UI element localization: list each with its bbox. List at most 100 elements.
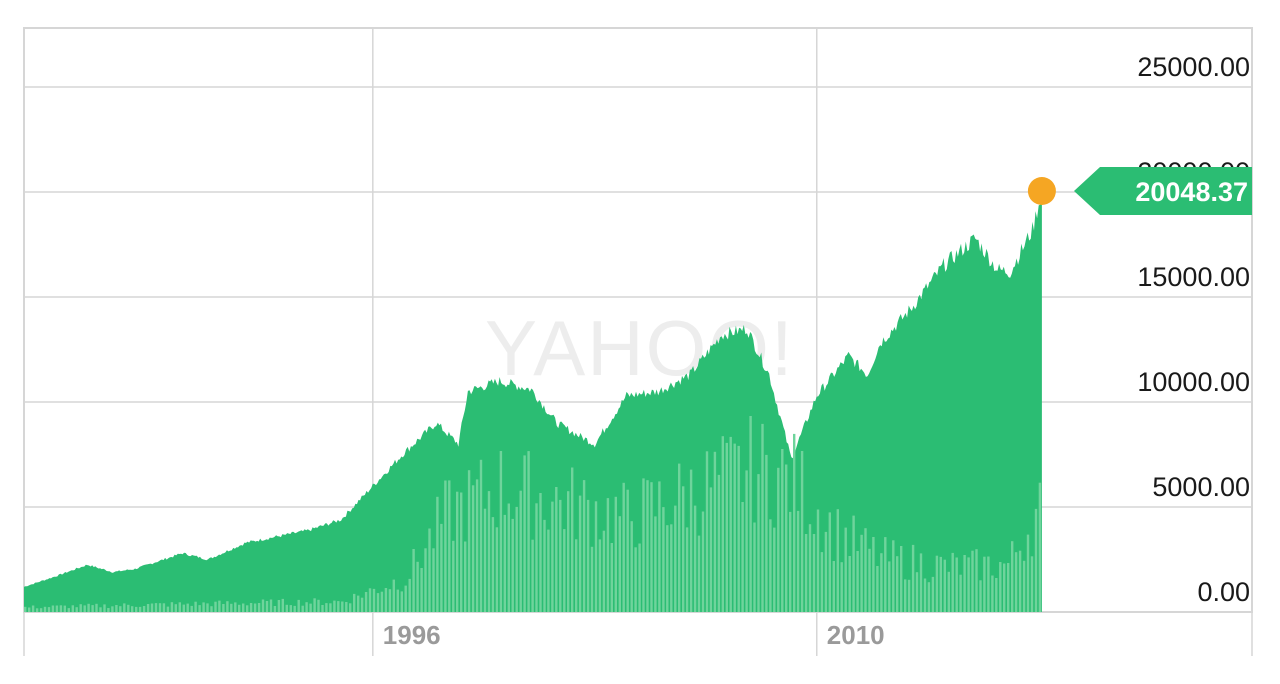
- volume-bar-122: [507, 503, 510, 612]
- volume-bar-9: [59, 605, 63, 612]
- volume-bar-57: [249, 603, 253, 612]
- volume-bar-255: [1034, 508, 1038, 612]
- volume-bar-22: [111, 606, 114, 612]
- volume-bar-256: [1038, 482, 1042, 612]
- volume-bar-179: [733, 443, 736, 612]
- volume-bar-65: [281, 598, 284, 612]
- volume-bar-223: [907, 579, 911, 612]
- volume-bar-104: [436, 496, 439, 612]
- volume-bar-44: [198, 605, 201, 612]
- volume-bar-121: [503, 514, 506, 612]
- volume-bar-93: [392, 579, 395, 612]
- volume-bar-59: [257, 603, 261, 612]
- volume-bar-160: [658, 481, 661, 612]
- volume-bar-132: [547, 529, 550, 612]
- volume-bar-6: [47, 607, 51, 612]
- volume-bar-242: [983, 556, 986, 612]
- y-tick-label-5: 25000.00: [1137, 52, 1250, 82]
- volume-bar-137: [567, 491, 570, 612]
- volume-bar-243: [987, 556, 990, 612]
- volume-bar-176: [721, 436, 724, 612]
- volume-bar-15: [83, 605, 86, 612]
- y-tick-label-1: 5000.00: [1152, 472, 1250, 502]
- y-tick-label-3: 15000.00: [1137, 262, 1250, 292]
- volume-bar-28: [135, 606, 138, 612]
- volume-bar-112: [467, 470, 471, 612]
- volume-bar-155: [638, 543, 641, 612]
- volume-bar-215: [876, 566, 879, 612]
- volume-bar-171: [701, 511, 705, 612]
- volume-bar-53: [234, 602, 237, 612]
- volume-bar-106: [444, 480, 447, 612]
- volume-bar-126: [523, 455, 526, 612]
- volume-bar-130: [539, 493, 542, 612]
- volume-bar-16: [87, 603, 90, 612]
- volume-bar-157: [646, 480, 649, 612]
- volume-bar-213: [868, 548, 871, 612]
- volume-bar-8: [55, 605, 59, 612]
- volume-bar-58: [253, 603, 257, 612]
- volume-bar-231: [939, 556, 942, 612]
- current-value-label: 20048.37: [1135, 177, 1248, 207]
- x-tick-label-0: 1996: [383, 620, 441, 650]
- volume-bar-125: [519, 490, 522, 612]
- volume-bar-1: [28, 607, 31, 612]
- volume-bar-170: [697, 535, 701, 612]
- volume-bar-0: [24, 606, 27, 612]
- volume-bar-202: [824, 531, 828, 612]
- volume-bar-182: [745, 470, 748, 612]
- volume-bar-180: [737, 445, 740, 612]
- volume-bar-55: [242, 603, 245, 612]
- volume-bar-193: [789, 511, 792, 612]
- volume-bar-33: [154, 603, 158, 612]
- volume-bar-87: [368, 588, 372, 612]
- volume-bar-198: [808, 524, 812, 612]
- volume-bar-251: [1018, 550, 1022, 612]
- volume-bar-18: [95, 603, 98, 612]
- volume-bar-108: [452, 540, 455, 612]
- volume-bar-138: [571, 467, 574, 612]
- volume-bar-4: [39, 608, 43, 612]
- volume-bar-74: [317, 599, 320, 612]
- volume-bar-161: [662, 507, 665, 612]
- volume-bar-41: [186, 603, 189, 612]
- volume-bar-60: [261, 599, 265, 612]
- volume-bar-139: [575, 539, 578, 612]
- volume-bar-178: [729, 436, 732, 612]
- volume-bar-31: [146, 604, 150, 612]
- volume-bar-82: [349, 603, 352, 612]
- volume-bar-64: [277, 600, 281, 612]
- volume-bar-196: [800, 451, 804, 612]
- volume-bar-140: [578, 495, 582, 612]
- volume-bar-24: [119, 606, 122, 612]
- volume-bar-3: [35, 608, 39, 612]
- volume-bar-73: [313, 598, 316, 612]
- volume-bar-200: [816, 509, 820, 612]
- volume-bar-124: [515, 506, 518, 612]
- volume-bar-42: [190, 605, 193, 612]
- volume-bar-195: [796, 510, 800, 612]
- volume-bar-164: [674, 505, 677, 612]
- volume-bar-77: [329, 603, 332, 612]
- y-tick-label-2: 10000.00: [1137, 367, 1250, 397]
- volume-bar-192: [785, 464, 788, 612]
- volume-bar-78: [333, 600, 336, 612]
- volume-bar-36: [166, 606, 170, 612]
- volume-bar-174: [713, 451, 717, 612]
- volume-bar-43: [194, 601, 197, 612]
- last-value-marker[interactable]: [1027, 177, 1056, 205]
- volume-bar-254: [1030, 556, 1034, 612]
- volume-bar-92: [388, 589, 392, 612]
- volume-bar-146: [602, 530, 606, 612]
- volume-bar-34: [158, 603, 162, 612]
- volume-bar-206: [840, 562, 843, 612]
- volume-bar-199: [812, 534, 816, 612]
- volume-bar-70: [301, 605, 304, 612]
- volume-bar-86: [364, 592, 368, 612]
- volume-bar-246: [999, 562, 1002, 612]
- volume-bar-71: [305, 602, 308, 612]
- volume-bar-212: [864, 528, 867, 612]
- volume-bar-17: [91, 605, 94, 612]
- volume-bar-109: [456, 491, 459, 612]
